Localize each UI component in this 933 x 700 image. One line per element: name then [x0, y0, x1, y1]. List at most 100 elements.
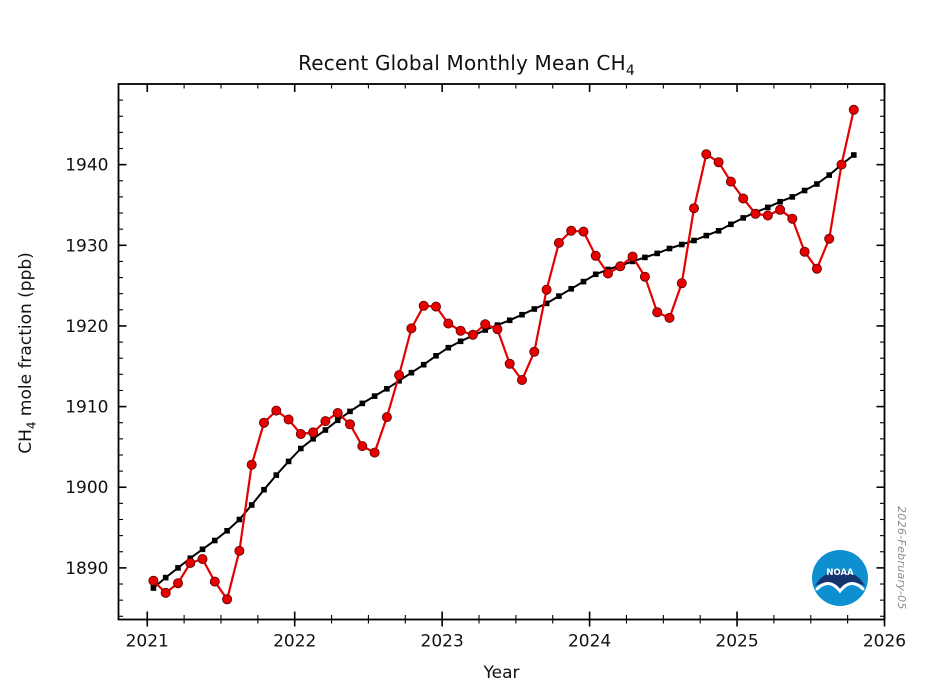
x-tick-label: 2025	[715, 632, 758, 652]
monthly-mean-point	[308, 427, 319, 438]
monthly-mean-point	[148, 575, 159, 586]
monthly-mean-point	[172, 578, 183, 589]
monthly-mean-point	[689, 203, 700, 214]
x-tick-label: 2026	[863, 632, 906, 652]
monthly-mean-point	[381, 412, 392, 423]
trend-line	[152, 154, 855, 589]
y-tick-label: 1910	[65, 398, 108, 418]
trend-point	[580, 278, 587, 285]
trend-point	[814, 181, 820, 187]
y-axis-label: CH4 mole fraction (ppb)	[16, 73, 40, 633]
monthly-mean-point	[701, 149, 712, 160]
monthly-mean-point	[504, 358, 515, 369]
trend-point	[691, 237, 697, 244]
y-tick-label: 1890	[65, 559, 108, 579]
trend-point	[175, 565, 181, 571]
trend-point	[679, 241, 685, 248]
monthly-mean-point	[639, 271, 650, 282]
trend-point	[384, 386, 390, 392]
chart-title: Recent Global Monthly Mean CH4	[0, 51, 933, 79]
monthly-mean-point	[725, 176, 736, 187]
monthly-mean-point	[430, 301, 441, 312]
monthly-mean-point	[480, 319, 491, 330]
x-tick-label: 2024	[568, 632, 611, 652]
trend-point	[556, 293, 562, 299]
x-tick-labels: 2021 2022 2023 2024 2025 2026	[126, 632, 907, 652]
monthly-mean-point	[344, 419, 355, 430]
trend-point	[420, 361, 427, 368]
monthly-mean-point	[824, 233, 835, 244]
monthly-mean-point	[160, 587, 171, 598]
monthly-mean-point	[603, 268, 614, 279]
monthly-mean-point	[357, 441, 368, 452]
trend-point	[248, 502, 255, 508]
noaa-logo: NOAA	[812, 550, 868, 606]
trend-point	[543, 300, 550, 307]
trend-point	[715, 228, 722, 234]
monthly-mean-point	[418, 300, 429, 311]
noaa-gull-icon	[815, 582, 865, 594]
x-tick-label: 2022	[273, 632, 316, 652]
monthly-mean-line	[152, 109, 855, 601]
y-tick-label: 1900	[65, 478, 108, 498]
trend-point	[457, 338, 464, 345]
monthly-mean-point	[283, 414, 294, 425]
trend-point	[334, 417, 341, 424]
trend-point	[666, 245, 673, 252]
trend-point	[482, 327, 488, 333]
trend-point	[592, 271, 599, 278]
monthly-mean-point	[664, 312, 675, 323]
trend-point	[224, 528, 230, 534]
trend-point	[568, 286, 574, 292]
monthly-mean-point	[836, 159, 847, 170]
monthly-mean-point	[467, 329, 478, 340]
monthly-mean-point	[615, 261, 626, 272]
trend-point	[777, 198, 783, 205]
monthly-mean-point	[209, 576, 220, 587]
trend-point	[801, 187, 808, 194]
trend-point	[371, 393, 378, 399]
trend-point	[519, 311, 525, 318]
trend-point	[150, 585, 157, 591]
x-tick-label: 2023	[421, 632, 464, 652]
monthly-mean-point	[811, 263, 822, 274]
monthly-mean-point	[713, 157, 724, 168]
trend-point	[506, 317, 513, 324]
monthly-mean-point	[455, 325, 466, 336]
monthly-mean-point	[787, 213, 798, 224]
trend-point	[347, 408, 353, 415]
trend-point	[273, 472, 280, 478]
plot-frame	[117, 83, 886, 621]
trend-point	[236, 516, 243, 523]
monthly-mean-point	[222, 594, 233, 605]
monthly-mean-point	[492, 324, 503, 335]
monthly-mean-point	[676, 278, 687, 289]
monthly-mean-point	[234, 545, 245, 556]
monthly-mean-point	[332, 407, 343, 418]
monthly-mean-point	[258, 417, 269, 428]
monthly-mean-point	[320, 416, 331, 427]
chart-title-text: Recent Global Monthly Mean CH	[298, 51, 626, 75]
monthly-mean-point	[185, 558, 196, 569]
y-axis-label-prefix: CH	[16, 429, 36, 454]
trend-point	[826, 172, 832, 178]
monthly-mean-point	[529, 346, 540, 357]
trend-point	[531, 306, 538, 312]
trend-point	[654, 250, 660, 257]
monthly-mean-point	[394, 370, 405, 381]
trend-point	[433, 353, 439, 359]
monthly-mean-point	[271, 405, 282, 416]
y-axis-label-suffix: mole fraction (ppb)	[16, 252, 36, 422]
trend-point	[199, 546, 206, 553]
monthly-mean-point	[369, 447, 380, 458]
monthly-mean-point	[762, 210, 773, 221]
y-tick-label: 1930	[65, 236, 108, 256]
noaa-logo-text: NOAA	[826, 568, 854, 578]
monthly-mean-point	[553, 237, 564, 248]
trend-point	[285, 458, 292, 465]
monthly-mean-point	[738, 193, 749, 204]
monthly-mean-point	[578, 226, 589, 237]
trend-point	[642, 254, 648, 261]
axis-ticks	[118, 83, 886, 627]
monthly-mean-point	[406, 323, 417, 334]
